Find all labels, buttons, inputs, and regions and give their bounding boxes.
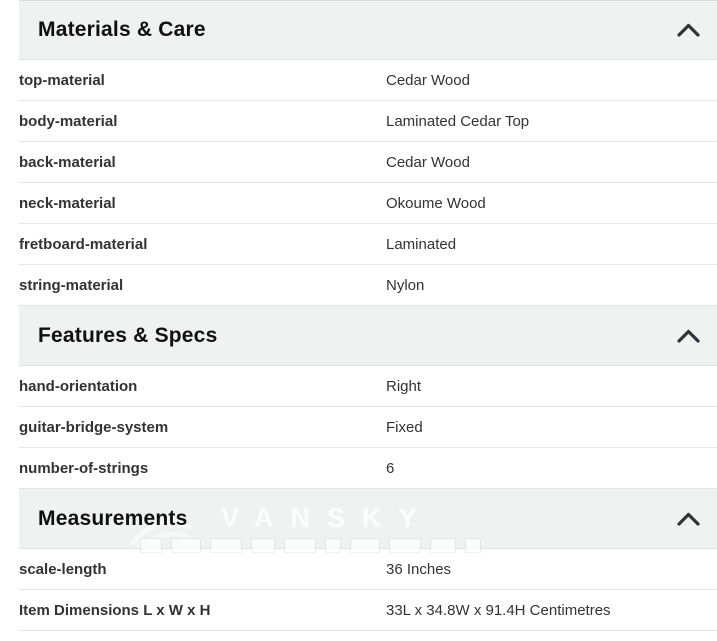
spec-row-item-dimensions: Item Dimensions L x W x H 33L x 34.8W x … bbox=[19, 590, 717, 631]
spec-row-string-material: string-material Nylon bbox=[19, 265, 717, 306]
spec-value: Laminated Cedar Top bbox=[386, 112, 530, 130]
spec-row-hand-orientation: hand-orientation Right bbox=[19, 366, 717, 407]
section-title-materials-care: Materials & Care bbox=[38, 18, 206, 41]
section-measurements: Measurements VANSKY scal bbox=[0, 489, 717, 631]
spec-label: guitar-bridge-system bbox=[19, 418, 169, 436]
section-header-materials-care[interactable]: Materials & Care bbox=[19, 0, 717, 60]
section-header-measurements[interactable]: Measurements VANSKY bbox=[19, 489, 717, 552]
spec-row-top-material: top-material Cedar Wood bbox=[19, 60, 717, 101]
chevron-up-icon[interactable] bbox=[676, 22, 700, 38]
spec-value: 36 Inches bbox=[386, 560, 452, 578]
chevron-up-icon[interactable] bbox=[676, 511, 700, 527]
spec-row-body-material: body-material Laminated Cedar Top bbox=[19, 101, 717, 142]
chevron-up-icon[interactable] bbox=[676, 328, 700, 344]
spec-row-number-of-strings: number-of-strings 6 bbox=[19, 448, 717, 489]
spec-row-neck-material: neck-material Okoume Wood bbox=[19, 183, 717, 224]
section-title-features-specs: Features & Specs bbox=[38, 323, 218, 347]
section-title-measurements: Measurements bbox=[38, 506, 188, 530]
spec-row-fretboard-material: fretboard-material Laminated bbox=[19, 224, 717, 265]
spec-label: hand-orientation bbox=[19, 377, 138, 395]
spec-row-back-material: back-material Cedar Wood bbox=[19, 142, 717, 183]
spec-value: Right bbox=[386, 377, 422, 395]
spec-label: fretboard-material bbox=[19, 235, 148, 253]
spec-value: 33L x 34.8W x 91.4H Centimetres bbox=[386, 601, 611, 619]
spec-value: Cedar Wood bbox=[386, 71, 470, 89]
section-features-specs: Features & Specs hand-orientation Right … bbox=[0, 306, 717, 489]
spec-label: Item Dimensions L x W x H bbox=[19, 601, 211, 619]
section-materials-care: Materials & Care top-material Cedar Wood… bbox=[0, 0, 717, 306]
spec-label: string-material bbox=[19, 276, 124, 294]
spec-row-scale-length: scale-length 36 Inches bbox=[19, 549, 717, 590]
spec-label: neck-material bbox=[19, 194, 116, 212]
spec-value: 6 bbox=[386, 459, 395, 477]
spec-value: Fixed bbox=[386, 418, 423, 436]
watermark-text: VANSKY bbox=[221, 503, 434, 533]
spec-label: number-of-strings bbox=[19, 459, 149, 477]
spec-label: back-material bbox=[19, 153, 116, 171]
spec-value: Nylon bbox=[386, 276, 425, 294]
spec-row-guitar-bridge-system: guitar-bridge-system Fixed bbox=[19, 407, 717, 448]
section-header-features-specs[interactable]: Features & Specs bbox=[19, 306, 717, 366]
spec-value: Laminated bbox=[386, 235, 457, 253]
spec-label: top-material bbox=[19, 71, 105, 89]
spec-value: Cedar Wood bbox=[386, 153, 470, 171]
spec-label: body-material bbox=[19, 112, 118, 130]
spec-value: Okoume Wood bbox=[386, 194, 486, 212]
spec-label: scale-length bbox=[19, 560, 107, 578]
